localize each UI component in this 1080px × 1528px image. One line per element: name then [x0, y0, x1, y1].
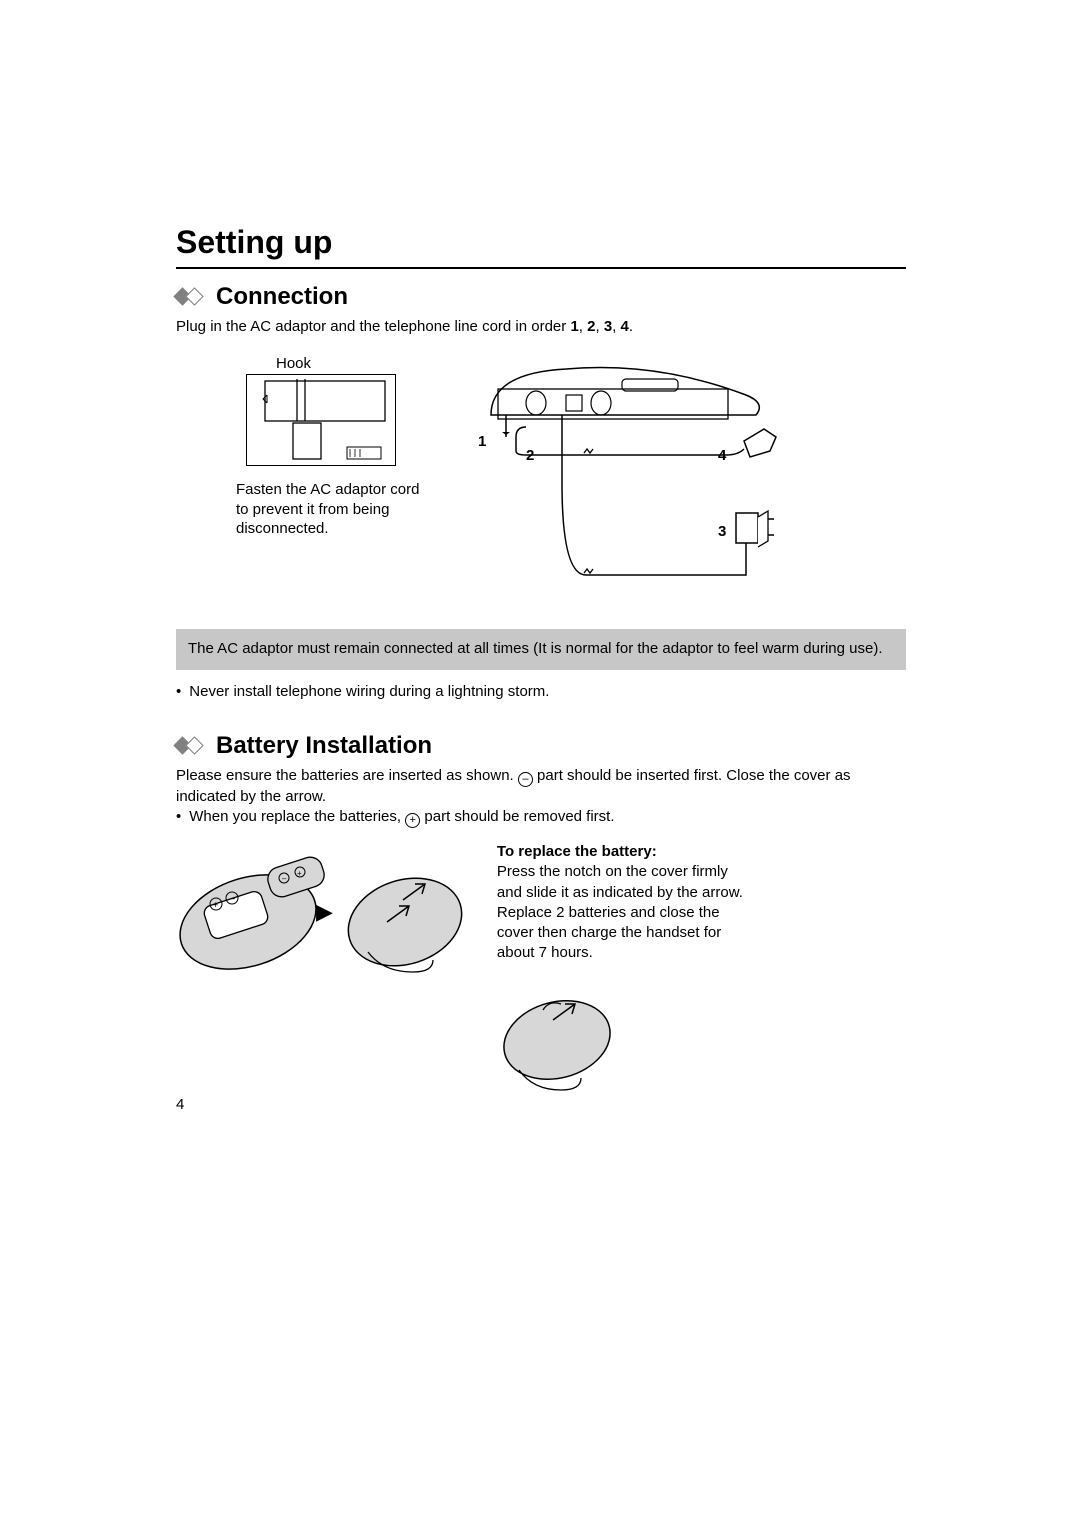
- hook-diagram-svg: [247, 375, 397, 467]
- page-title: Setting up: [176, 224, 906, 261]
- battery-bullet-text: When you replace the batteries, + part s…: [189, 807, 614, 828]
- battery-bullet-a: When you replace the batteries,: [189, 808, 405, 825]
- section-battery-heading: Battery Installation: [176, 732, 906, 760]
- diagram-num-4: 4: [718, 447, 726, 464]
- connection-intro: Plug in the AC adaptor and the telephone…: [176, 317, 906, 337]
- connection-heading-text: Connection: [216, 283, 348, 311]
- fasten-note: Fasten the AC adaptor cord to prevent it…: [236, 480, 426, 539]
- diamond-icon: [176, 737, 208, 755]
- page-number: 4: [176, 1096, 184, 1113]
- svg-text:–: –: [282, 874, 287, 883]
- battery-figures: + – – + ▶ To replace the battery: Press …: [176, 842, 906, 1094]
- battery-insert-figure: + – – + ▶: [176, 842, 473, 982]
- battery-line1: Please ensure the batteries are inserted…: [176, 766, 906, 807]
- connection-bullet-text: Never install telephone wiring during a …: [189, 682, 549, 702]
- battery-bullet: • When you replace the batteries, + part…: [176, 807, 906, 828]
- battery-bullet-b: part should be removed first.: [420, 808, 614, 825]
- diagram-num-3: 3: [718, 523, 726, 540]
- svg-text:+: +: [297, 869, 302, 878]
- svg-text:–: –: [230, 893, 235, 903]
- section-connection-heading: Connection: [176, 283, 906, 311]
- handset-close-diagram: [343, 842, 473, 982]
- handset-open-diagram: + – – +: [176, 842, 306, 982]
- bullet-icon: •: [176, 682, 181, 702]
- plus-symbol-icon: +: [405, 813, 420, 828]
- minus-symbol-icon: –: [518, 772, 533, 787]
- replace-diagram: [497, 974, 617, 1094]
- hook-figure: Hook Fasten the AC adaptor cord to preve…: [236, 355, 426, 539]
- battery-line1-a: Please ensure the batteries are inserted…: [176, 767, 518, 784]
- base-diagram-svg: [466, 355, 786, 615]
- base-connection-diagram: 1 2 4 3: [466, 355, 786, 615]
- hook-diagram: [246, 374, 396, 466]
- diagram-num-2: 2: [526, 447, 534, 464]
- replace-body: Press the notch on the cover firmly and …: [497, 862, 757, 963]
- order-2: 2: [587, 318, 595, 335]
- hook-label: Hook: [276, 355, 426, 372]
- battery-heading-text: Battery Installation: [216, 732, 432, 760]
- diamond-icon: [176, 288, 208, 306]
- diagram-num-1: 1: [478, 433, 486, 450]
- replace-battery-block: To replace the battery: Press the notch …: [497, 842, 757, 1094]
- title-rule: [176, 267, 906, 269]
- connection-figures: Hook Fasten the AC adaptor cord to preve…: [236, 355, 906, 615]
- connection-intro-before: Plug in the AC adaptor and the telephone…: [176, 318, 570, 335]
- bullet-icon: •: [176, 807, 181, 828]
- order-3: 3: [604, 318, 612, 335]
- replace-heading: To replace the battery:: [497, 842, 757, 862]
- order-1: 1: [570, 318, 578, 335]
- connection-bullet: • Never install telephone wiring during …: [176, 682, 906, 702]
- order-4: 4: [621, 318, 629, 335]
- svg-text:+: +: [213, 900, 218, 910]
- info-box: The AC adaptor must remain connected at …: [176, 629, 906, 669]
